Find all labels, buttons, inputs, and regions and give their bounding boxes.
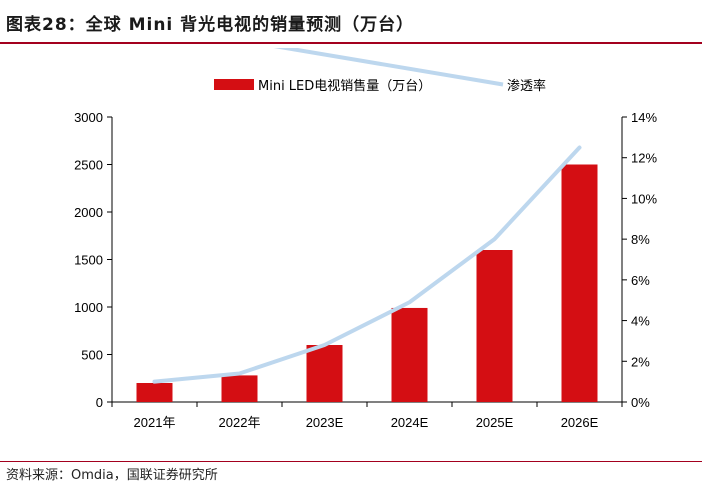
axes — [107, 116, 627, 407]
sales-bar — [476, 250, 513, 402]
legend: Mini LED电视销售量（万台） 渗透率 — [214, 48, 546, 94]
y-right-tick-label: 0% — [631, 395, 650, 410]
sales-bar — [221, 375, 258, 402]
sales-bar — [306, 345, 343, 402]
x-tick-label: 2022年 — [219, 415, 261, 430]
x-tick-label: 2026E — [561, 415, 599, 430]
line-series — [152, 145, 582, 384]
bar-series — [136, 164, 598, 402]
y-left-tick-label: 1500 — [74, 253, 103, 268]
y-right-tick-label: 4% — [631, 314, 650, 329]
y-right-tick-label: 14% — [631, 110, 657, 125]
sales-bar — [391, 307, 428, 402]
chart-canvas: Mini LED电视销售量（万台） 渗透率 0 500 1000 1500 2000 25… — [74, 48, 657, 430]
tick-labels: 0 500 1000 1500 2000 2500 3000 0% 2% 4% 6% 8% 10% 12%… — [74, 110, 657, 430]
x-tick-label: 2025E — [476, 415, 514, 430]
penetration-line — [152, 145, 582, 384]
legend-bar-swatch — [214, 79, 254, 90]
y-right-tick-label: 10% — [631, 191, 657, 206]
title-divider — [0, 42, 702, 44]
source-note: 资料来源：Omdia，国联证券研究所 — [6, 468, 218, 483]
x-tick-label: 2024E — [391, 415, 429, 430]
y-right-tick-label: 6% — [631, 273, 650, 288]
x-tick-label: 2021年 — [134, 415, 176, 430]
y-left-tick-label: 2000 — [74, 205, 103, 220]
y-right-tick-label: 2% — [631, 354, 650, 369]
sales-bar — [561, 164, 598, 402]
footer-divider — [0, 461, 702, 462]
sales-bar — [136, 383, 173, 402]
y-left-tick-label: 3000 — [74, 110, 103, 125]
x-tick-label: 2023E — [306, 415, 344, 430]
legend-bar-label: Mini LED电视销售量（万台） — [258, 78, 431, 94]
legend-line-label: 渗透率 — [507, 78, 546, 94]
y-right-tick-label: 8% — [631, 232, 650, 247]
chart-title: 图表28：全球 Mini 背光电视的销量预测（万台） — [6, 15, 415, 35]
y-right-tick-label: 12% — [631, 151, 657, 166]
y-left-tick-label: 500 — [81, 348, 103, 363]
legend-line-swatch — [273, 48, 504, 87]
y-left-tick-label: 0 — [96, 395, 103, 410]
y-left-tick-label: 1000 — [74, 300, 103, 315]
y-left-tick-label: 2500 — [74, 158, 103, 173]
